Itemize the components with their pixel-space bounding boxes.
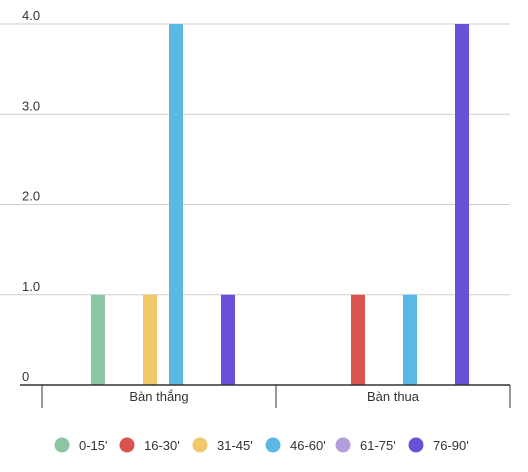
y-axis-tick-labels: 0 1.0 2.0 3.0 4.0	[22, 8, 40, 384]
legend-label: 46-60'	[290, 438, 326, 453]
bar[interactable]	[143, 294, 157, 385]
legend-swatch	[335, 437, 351, 453]
legend-label: 0-15'	[79, 438, 108, 453]
legend-item[interactable]: 76-90'	[408, 437, 469, 454]
legend-item[interactable]: 61-75'	[335, 437, 396, 454]
legend-swatch	[54, 437, 70, 453]
legend-swatch	[408, 437, 424, 453]
legend-item[interactable]: 16-30'	[119, 437, 180, 454]
legend-item[interactable]: 46-60'	[265, 437, 326, 454]
legend-item[interactable]: 31-45'	[192, 437, 253, 454]
bar[interactable]	[351, 294, 365, 385]
legend-label: 76-90'	[433, 438, 469, 453]
bar[interactable]	[221, 294, 235, 385]
bar[interactable]	[91, 294, 105, 385]
y-tick-label: 4.0	[22, 8, 40, 23]
legend-label: 61-75'	[360, 438, 396, 453]
x-axis	[20, 384, 511, 408]
bar[interactable]	[455, 24, 469, 385]
bar[interactable]	[403, 294, 417, 385]
legend-swatch	[265, 437, 281, 453]
y-tick-label: 0	[22, 369, 29, 384]
bars	[91, 24, 469, 385]
legend-item[interactable]: 0-15'	[54, 437, 108, 454]
gridlines	[0, 23, 510, 296]
y-tick-label: 1.0	[22, 279, 40, 294]
legend-label: 16-30'	[144, 438, 180, 453]
legend[interactable]: 0-15' 16-30' 31-45' 46-60' 61-75' 76-90'	[54, 437, 469, 454]
y-tick-label: 2.0	[22, 189, 40, 204]
y-tick-label: 3.0	[22, 98, 40, 113]
legend-swatch	[119, 437, 135, 453]
legend-swatch	[192, 437, 208, 453]
bar[interactable]	[169, 24, 183, 385]
x-tick-label: Bàn thắng	[129, 389, 188, 404]
legend-label: 31-45'	[217, 438, 253, 453]
x-axis-tick-labels: Bàn thắng Bàn thua	[129, 389, 419, 404]
x-tick-label: Bàn thua	[367, 389, 420, 404]
